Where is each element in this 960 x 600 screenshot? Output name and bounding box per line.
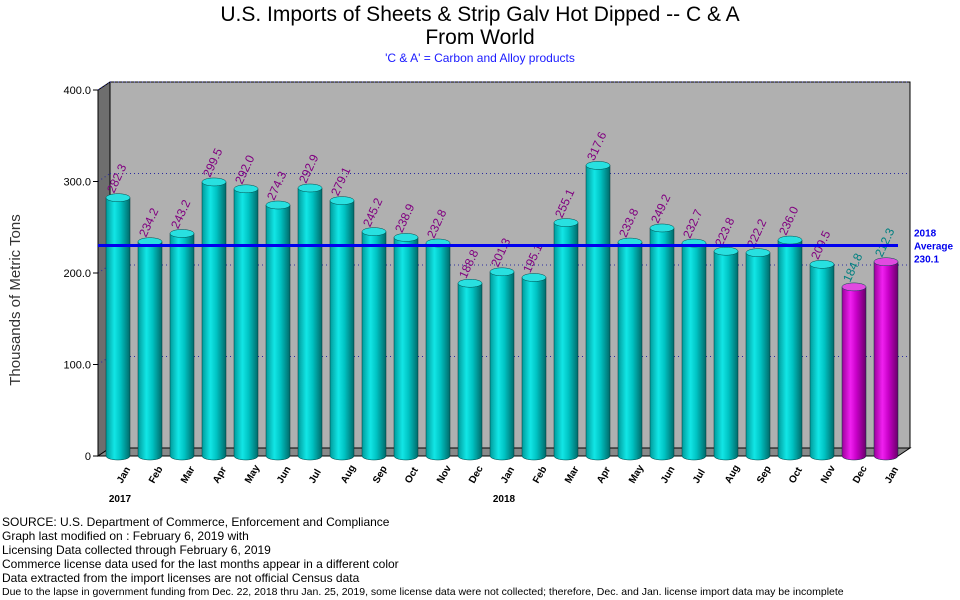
bar <box>649 227 675 461</box>
x-tick-label: Aug <box>339 463 358 485</box>
footnote-census: Data extracted from the import licenses … <box>2 571 360 585</box>
bar <box>745 252 771 461</box>
bar-top <box>329 196 355 205</box>
footnote-source: SOURCE: U.S. Department of Commerce, Enf… <box>2 515 390 529</box>
bar <box>169 233 195 461</box>
x-tick-label: May <box>627 463 646 486</box>
bar <box>585 165 611 461</box>
bar <box>809 264 835 461</box>
x-tick-label: Dec <box>467 464 486 486</box>
bar <box>361 231 387 461</box>
x-tick-label: Apr <box>595 465 613 486</box>
bar <box>329 200 355 461</box>
footnote-funding-lapse: Due to the lapse in government funding f… <box>2 586 844 598</box>
bar-top <box>713 246 739 256</box>
year-label: 2017 <box>109 494 132 505</box>
x-tick-label: Oct <box>787 465 805 486</box>
x-tick-label: Aug <box>723 463 742 485</box>
gridline-side <box>97 81 111 91</box>
chart-subtitle: 'C & A' = Carbon and Alloy products <box>385 51 575 65</box>
bar <box>617 241 643 461</box>
bar-top <box>585 161 611 170</box>
bar-top <box>841 282 867 292</box>
footnote-modified: Graph last modified on : February 6, 201… <box>2 529 249 543</box>
bar-top <box>489 267 515 277</box>
x-tick-label: Jan <box>499 465 517 485</box>
bar-top <box>265 200 291 210</box>
bar-top <box>745 248 771 257</box>
bar <box>553 222 579 461</box>
x-tick-label: Jul <box>307 467 324 485</box>
bar <box>873 261 899 461</box>
bar <box>137 241 163 461</box>
bar <box>233 188 259 461</box>
bar-top <box>521 273 547 282</box>
bar-top <box>457 278 483 288</box>
bar <box>777 239 803 461</box>
bar <box>713 250 739 461</box>
x-tick-label: Mar <box>563 465 581 486</box>
bar <box>489 271 515 461</box>
bar-top <box>553 218 579 227</box>
x-tick-label: Dec <box>851 464 870 486</box>
x-tick-label: Mar <box>179 465 197 486</box>
x-tick-label: Jun <box>659 465 677 486</box>
bar <box>201 181 227 461</box>
bar-top <box>361 227 387 236</box>
bar-top <box>393 233 419 242</box>
bar-top <box>233 184 259 194</box>
average-label: Average <box>914 241 954 252</box>
bar-top <box>201 177 227 187</box>
bar-top <box>873 257 899 266</box>
x-tick-label: Jan <box>115 465 133 485</box>
y-tick-label: 0 <box>85 451 91 463</box>
bar <box>265 204 291 461</box>
x-tick-label: Feb <box>147 465 165 486</box>
x-tick-label: Apr <box>211 465 229 486</box>
y-axis-label: Thousands of Metric Tons <box>7 214 24 385</box>
x-tick-label: Jun <box>275 465 293 486</box>
bar <box>105 197 131 461</box>
year-label: 2018 <box>493 494 516 505</box>
x-tick-label: Jul <box>691 467 708 485</box>
average-label: 2018 <box>914 228 937 239</box>
chart-title-line-2: From World <box>425 26 535 49</box>
x-tick-label: May <box>243 463 262 486</box>
footnote-licensing: Licensing Data collected through Februar… <box>2 543 271 557</box>
bar <box>457 282 483 461</box>
bar-top <box>809 260 835 269</box>
bar <box>681 242 707 461</box>
x-tick-label: Nov <box>435 463 454 485</box>
bar-top <box>169 229 195 238</box>
bar-top <box>297 183 323 193</box>
bar-top <box>777 235 803 245</box>
bar <box>425 242 451 461</box>
y-tick-label: 200.0 <box>63 268 91 280</box>
gridline-side <box>97 173 111 182</box>
chart-title-line-1: U.S. Imports of Sheets & Strip Galv Hot … <box>220 3 740 26</box>
bar-top <box>649 223 675 233</box>
average-label: 230.1 <box>914 254 939 265</box>
bar <box>841 286 867 461</box>
bar-top <box>105 193 131 202</box>
y-tick-label: 300.0 <box>63 177 91 189</box>
footnotes: SOURCE: U.S. Department of Commerce, Enf… <box>2 515 844 599</box>
x-tick-label: Oct <box>403 465 421 486</box>
bar <box>393 237 419 461</box>
x-tick-label: Jan <box>883 465 901 485</box>
bar <box>521 277 547 461</box>
footnote-color: Commerce license data used for the last … <box>2 557 399 571</box>
x-tick-label: Nov <box>819 463 838 485</box>
y-tick-label: 100.0 <box>63 360 91 372</box>
x-tick-label: Sep <box>755 464 774 485</box>
x-tick-label: Sep <box>371 464 390 485</box>
chart-area: 0 100.0 200.0 300.0 400.0 Thousands of Metric… <box>7 81 954 505</box>
y-tick-label: 400.0 <box>63 85 91 97</box>
x-tick-label: Feb <box>531 465 549 486</box>
bar <box>297 187 323 461</box>
